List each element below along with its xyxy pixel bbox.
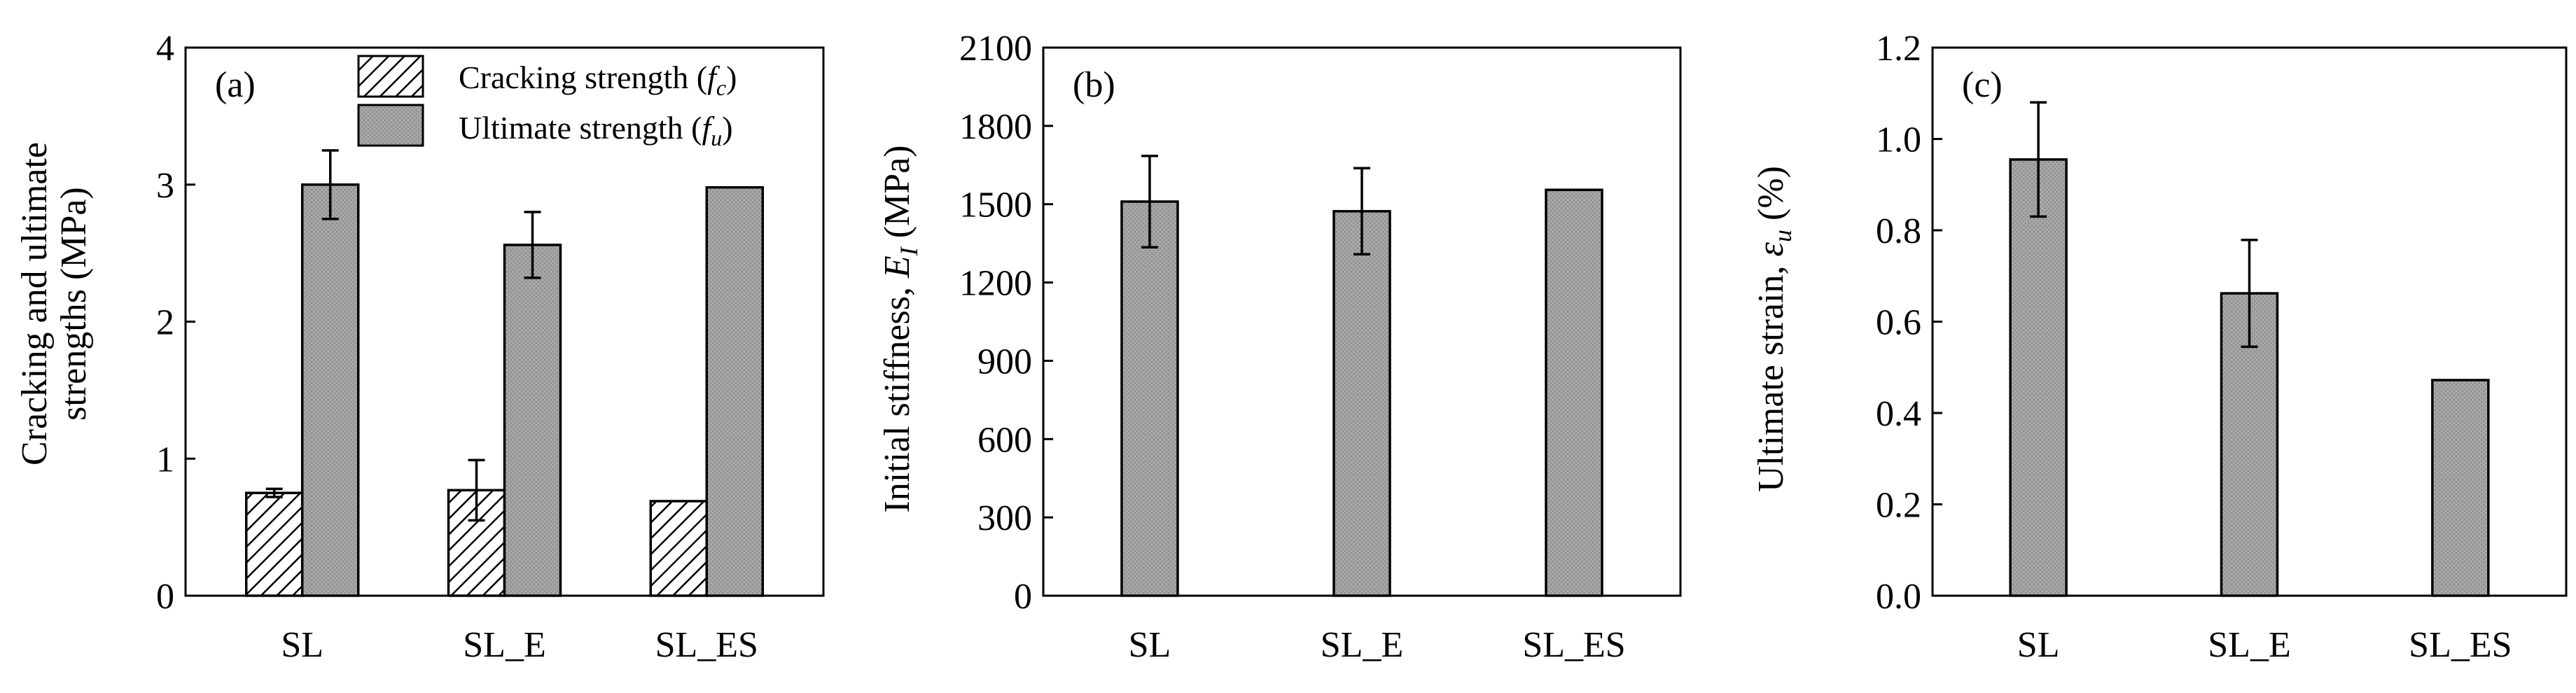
bar-a-gray-sl_es	[705, 186, 765, 597]
y-tick-label-b: 0	[1014, 577, 1032, 617]
error-bar-b-sl	[1141, 154, 1158, 248]
y-tick-label-b: 900	[977, 342, 1032, 382]
bar-b-gray-sl_es	[1545, 188, 1603, 597]
error-bar-a-sl	[321, 149, 339, 220]
bar-b-gray-sl_e	[1332, 210, 1391, 597]
x-tick-label-a: SL_ES	[655, 625, 758, 665]
y-tick-label-a: 0	[156, 577, 174, 617]
bar-a-hatch-sl	[244, 491, 304, 597]
y-tick-label-c: 1.2	[1876, 29, 1921, 69]
bar-c-gray-sl_es	[2431, 379, 2490, 597]
y-axis-title-b: Initial stiffness, EI (MPa)	[877, 145, 923, 512]
x-tick-label-a: SL	[281, 625, 323, 665]
y-tick-label-a: 2	[156, 303, 174, 343]
y-axis-title-a: Cracking and ultimate strengths (MPa)	[15, 142, 94, 465]
y-tick-label-b: 1200	[959, 264, 1032, 304]
panel-label-a: (a)	[215, 65, 256, 105]
bar-a-gray-sl	[300, 183, 360, 597]
bar-c-gray-sl	[2009, 158, 2068, 597]
x-tick-label-a: SL_E	[463, 625, 545, 665]
y-axis-title-c: Ultimate strain, εu (%)	[1751, 166, 1797, 492]
y-tick-label-c: 0.6	[1876, 303, 1921, 343]
y-tick-label-c: 1.0	[1876, 120, 1921, 160]
chart-panel-c: Ultimate strain, εu (%) (c) 0.0 0.2 0.4 0.6 0…	[1751, 29, 2568, 665]
legend-swatch-ultimate	[357, 104, 424, 147]
y-tick-label-c: 0.2	[1876, 486, 1921, 526]
error-bar-b-sl_e	[1353, 167, 1370, 256]
x-tick-label-b: SL_E	[1321, 625, 1403, 665]
error-bar-a-sl_e	[468, 458, 485, 522]
y-tick-label-c: 0.4	[1876, 394, 1921, 434]
panel-label-c: (c)	[1962, 65, 2003, 105]
error-bar-c-sl_e	[2241, 238, 2258, 349]
legend: Cracking strength (fc) Ultimate strength…	[357, 55, 737, 150]
y-axis-title-a-line1: Cracking and ultimate	[15, 142, 55, 465]
y-tick-label-c: 0.8	[1876, 211, 1921, 251]
y-tick-label-b: 1800	[959, 107, 1032, 147]
error-bar-a-sl	[265, 487, 283, 498]
legend-label-cracking: Cracking strength (fc)	[459, 59, 737, 100]
error-bar-c-sl	[2030, 101, 2047, 218]
y-tick-label-b: 600	[977, 420, 1032, 460]
x-tick-label-c: SL_ES	[2409, 625, 2512, 665]
y-axis-title-a-line2: strengths (MPa)	[54, 187, 94, 421]
x-tick-label-b: SL_ES	[1522, 625, 1625, 665]
bar-b-gray-sl	[1120, 200, 1179, 597]
x-tick-label-b: SL	[1129, 625, 1171, 665]
y-tick-label-b: 300	[977, 498, 1032, 538]
x-tick-label-c: SL_E	[2208, 625, 2290, 665]
chart-panel-a: Cracking and ultimate strengths (MPa) Cr…	[15, 29, 825, 665]
legend-label-ultimate: Ultimate strength (fu)	[459, 110, 733, 150]
panel-label-b: (b)	[1073, 65, 1115, 105]
x-tick-label-c: SL	[2017, 625, 2060, 665]
legend-swatch-cracking	[357, 55, 424, 98]
chart-panel-b: Initial stiffness, EI (MPa) (b) 0 300 600 90…	[877, 29, 1682, 665]
bar-a-gray-sl_e	[503, 244, 562, 597]
y-tick-label-a: 1	[156, 440, 174, 479]
y-tick-label-c: 0.0	[1876, 577, 1921, 617]
y-tick-label-a: 4	[156, 29, 174, 69]
error-bar-a-sl_e	[524, 211, 541, 279]
y-tick-label-a: 3	[156, 166, 174, 206]
bar-a-hatch-sl_es	[649, 500, 709, 597]
y-tick-label-b: 2100	[959, 29, 1032, 69]
y-tick-label-b: 1500	[959, 186, 1032, 225]
